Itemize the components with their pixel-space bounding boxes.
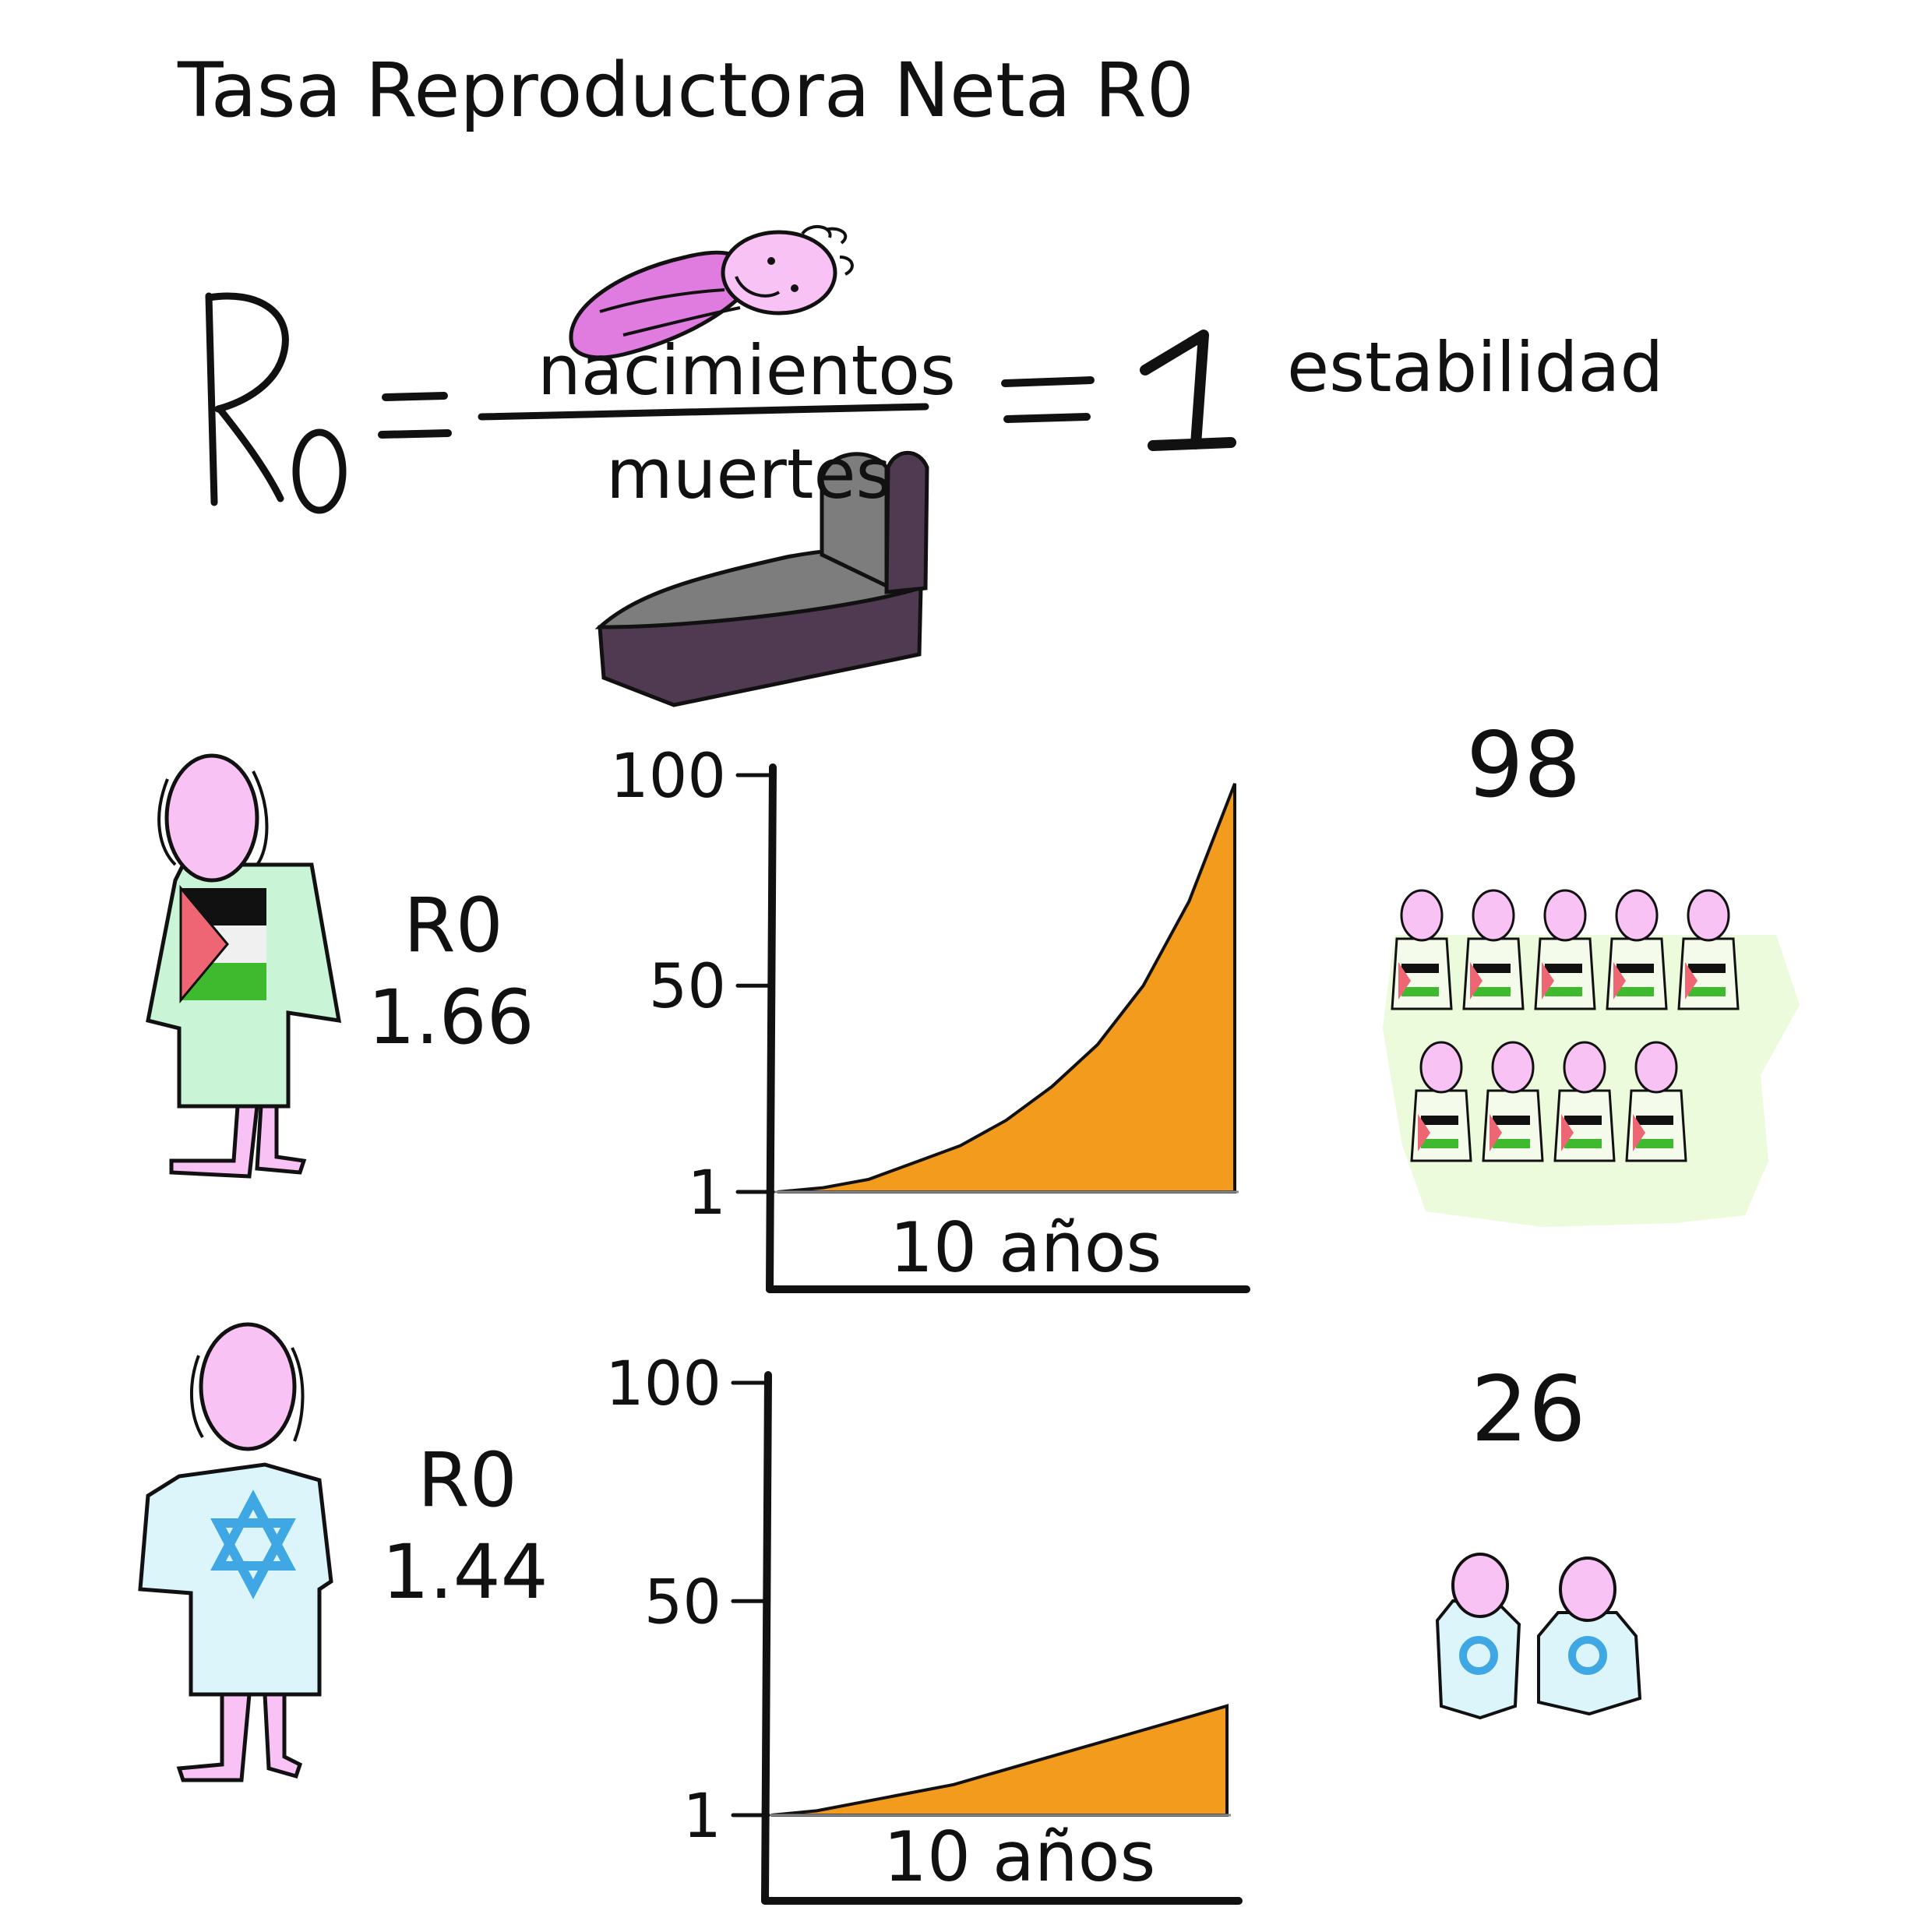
y-tick-label: 1 — [682, 1782, 721, 1852]
denominator-label: muertes — [606, 434, 892, 514]
growth-chart-palestine: 1 50 100 — [610, 742, 1250, 1293]
growth-area — [770, 1704, 1229, 1817]
y-tick-label: 1 — [687, 1158, 726, 1229]
crowd-person — [1553, 1041, 1616, 1162]
stability-label: estabilidad — [1287, 327, 1664, 407]
equal-sign-right — [1001, 376, 1095, 423]
y-axis — [761, 1371, 772, 1905]
x-axis-label: 10 años — [890, 1208, 1162, 1288]
r0-label: R0 — [418, 1437, 517, 1524]
y-axis — [766, 763, 777, 1293]
crowd-person — [1462, 889, 1525, 1010]
growth-area — [777, 783, 1236, 1193]
population-result: 26 — [1471, 1357, 1586, 1462]
r0-value: 1.44 — [382, 1528, 548, 1616]
palestinian-crowd-group — [1383, 889, 1800, 1227]
israeli-person-small — [1537, 1557, 1642, 1716]
israeli-person-figure — [138, 1322, 333, 1782]
growth-chart-israel: 1 50 100 — [605, 1349, 1243, 1905]
fraction-bar — [478, 403, 929, 421]
y-tick-label: 100 — [605, 1349, 721, 1419]
r0-value: 1.66 — [368, 974, 534, 1061]
crowd-person — [1534, 889, 1596, 1010]
r0-label: R0 — [404, 882, 503, 969]
y-tick-label: 100 — [610, 742, 726, 812]
handwritten-one-numeral — [1140, 330, 1236, 451]
crowd-person — [1625, 1041, 1687, 1162]
crowd-person — [1482, 1041, 1544, 1162]
ro-symbol — [205, 292, 347, 514]
crowd-person — [1606, 889, 1668, 1010]
y-tick-label: 50 — [644, 1567, 721, 1638]
star-of-david-icon — [210, 1490, 296, 1599]
page-title: Tasa Reproductora Neta R0 — [178, 47, 1194, 134]
israeli-group — [1435, 1553, 1642, 1720]
crowd-person — [1677, 889, 1740, 1010]
x-axis-label: 10 años — [883, 1817, 1156, 1897]
crowd-person — [1391, 889, 1453, 1010]
israeli-person-small — [1435, 1553, 1521, 1720]
y-tick-label: 50 — [649, 952, 726, 1022]
crowd-person — [1410, 1041, 1472, 1162]
population-result: 98 — [1466, 713, 1581, 818]
equal-sign-left — [378, 392, 452, 439]
baby-icon — [569, 224, 854, 360]
palestinian-flag-icon — [179, 884, 266, 1004]
palestinian-person-figure — [146, 753, 342, 1179]
numerator-label: nacimientos — [538, 330, 956, 411]
tombstone-icon — [594, 450, 929, 707]
